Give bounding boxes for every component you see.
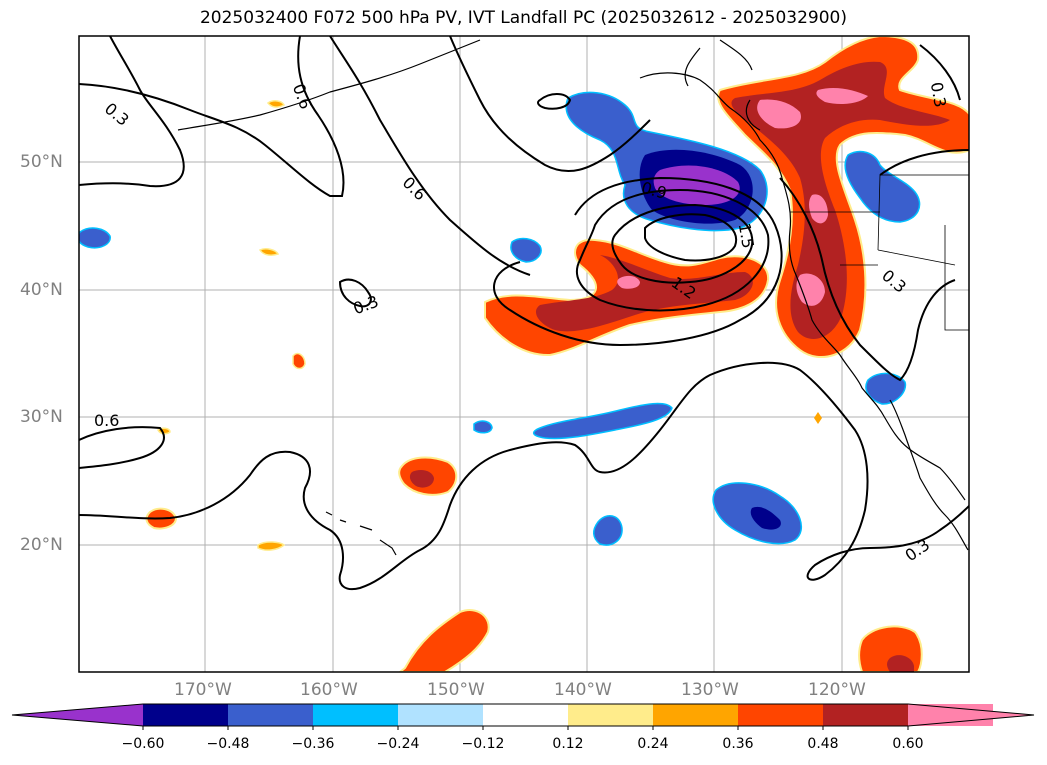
negative-anomaly-south [593, 515, 623, 546]
colorbar-segment [143, 704, 228, 726]
contour-label-2: 0.6 [399, 173, 430, 204]
contour-label-10: 0.3 [927, 81, 950, 109]
lat-label-50n: 50°N [20, 152, 63, 172]
negative-anomaly-west [79, 227, 111, 249]
lon-label-150w: 150°W [427, 680, 485, 700]
colorbar-extend-min [12, 704, 143, 726]
positive-anomaly-hawaii-core [409, 470, 434, 488]
lon-label-120w: 120°W [808, 680, 866, 700]
positive-anomaly-ar-peak [617, 275, 640, 289]
positive-anomaly-south [398, 609, 490, 672]
positive-anomaly-coast-peak [757, 87, 868, 306]
positive-anomaly-dot-1 [292, 352, 306, 370]
contour-label-0: 0.3 [101, 99, 133, 130]
colorbar-tick-label: −0.36 [291, 736, 335, 752]
positive-anomaly-fills [145, 36, 969, 672]
colorbar [11, 703, 1035, 730]
lon-label-140w: 140°W [554, 680, 612, 700]
colorbar-tick-label: −0.12 [461, 736, 505, 752]
lat-label-30n: 30°N [20, 407, 63, 427]
colorbar-tick-label: 0.48 [807, 736, 839, 752]
colorbar-tick-label: 0.24 [637, 736, 669, 752]
positive-anomaly-dot-2 [258, 248, 280, 256]
pv-contours [79, 36, 969, 591]
positive-anomaly-mexico-core [887, 655, 914, 672]
colorbar-segment [653, 704, 738, 726]
negative-anomaly-hawaii-north [473, 420, 493, 434]
contour-label-3: 0.3 [351, 292, 381, 319]
positive-anomaly-ar-core [535, 255, 753, 332]
colorbar-segment [398, 704, 483, 726]
contour-label-6: 1.5 [735, 222, 758, 250]
negative-anomaly-baja [865, 372, 907, 405]
colorbar-tick-label: 0.36 [722, 736, 754, 752]
colorbar-segment [738, 704, 823, 726]
map-frame [78, 35, 970, 673]
positive-anomaly-dot-4 [266, 100, 286, 108]
colorbar-segment [483, 704, 568, 726]
positive-anomaly-dot-3 [257, 541, 286, 551]
negative-anomaly-mid [510, 237, 542, 263]
map-title: 2025032400 F072 500 hPa PV, IVT Landfall… [199, 8, 847, 28]
colorbar-segment [313, 704, 398, 726]
lon-label-160w: 160°W [300, 680, 358, 700]
colorbar-segment [568, 704, 653, 726]
contour-label-4: 0.6 [94, 411, 119, 430]
negative-anomaly-idaho [844, 150, 921, 223]
contour-label-9: 0.3 [902, 535, 934, 565]
colorbar-segment [823, 704, 908, 726]
lat-label-20n: 20°N [20, 535, 63, 555]
colorbar-segment [228, 704, 313, 726]
colorbar-tick-label: −0.60 [121, 736, 165, 752]
lat-label-40n: 40°N [20, 280, 63, 300]
negative-anomaly-east-pacific-core [750, 506, 781, 530]
positive-anomaly-dot-5 [814, 412, 822, 424]
state-borders [790, 174, 969, 331]
negative-anomaly-fills [79, 91, 921, 546]
coastlines [177, 39, 969, 556]
colorbar-tick-label: −0.24 [376, 736, 420, 752]
colorbar-extend-max [908, 704, 1034, 726]
colorbar-tick-label: 0.60 [892, 736, 924, 752]
negative-anomaly-subtropic [533, 402, 673, 440]
lon-label-130w: 130°W [681, 680, 739, 700]
colorbar-tick-label: −0.48 [206, 736, 250, 752]
contour-label-8: 0.3 [878, 266, 910, 297]
contour-label-1: 0.6 [289, 81, 316, 111]
lon-label-170w: 170°W [174, 680, 232, 700]
colorbar-tick-label: 0.12 [552, 736, 584, 752]
positive-anomaly-coast-core [731, 61, 950, 339]
